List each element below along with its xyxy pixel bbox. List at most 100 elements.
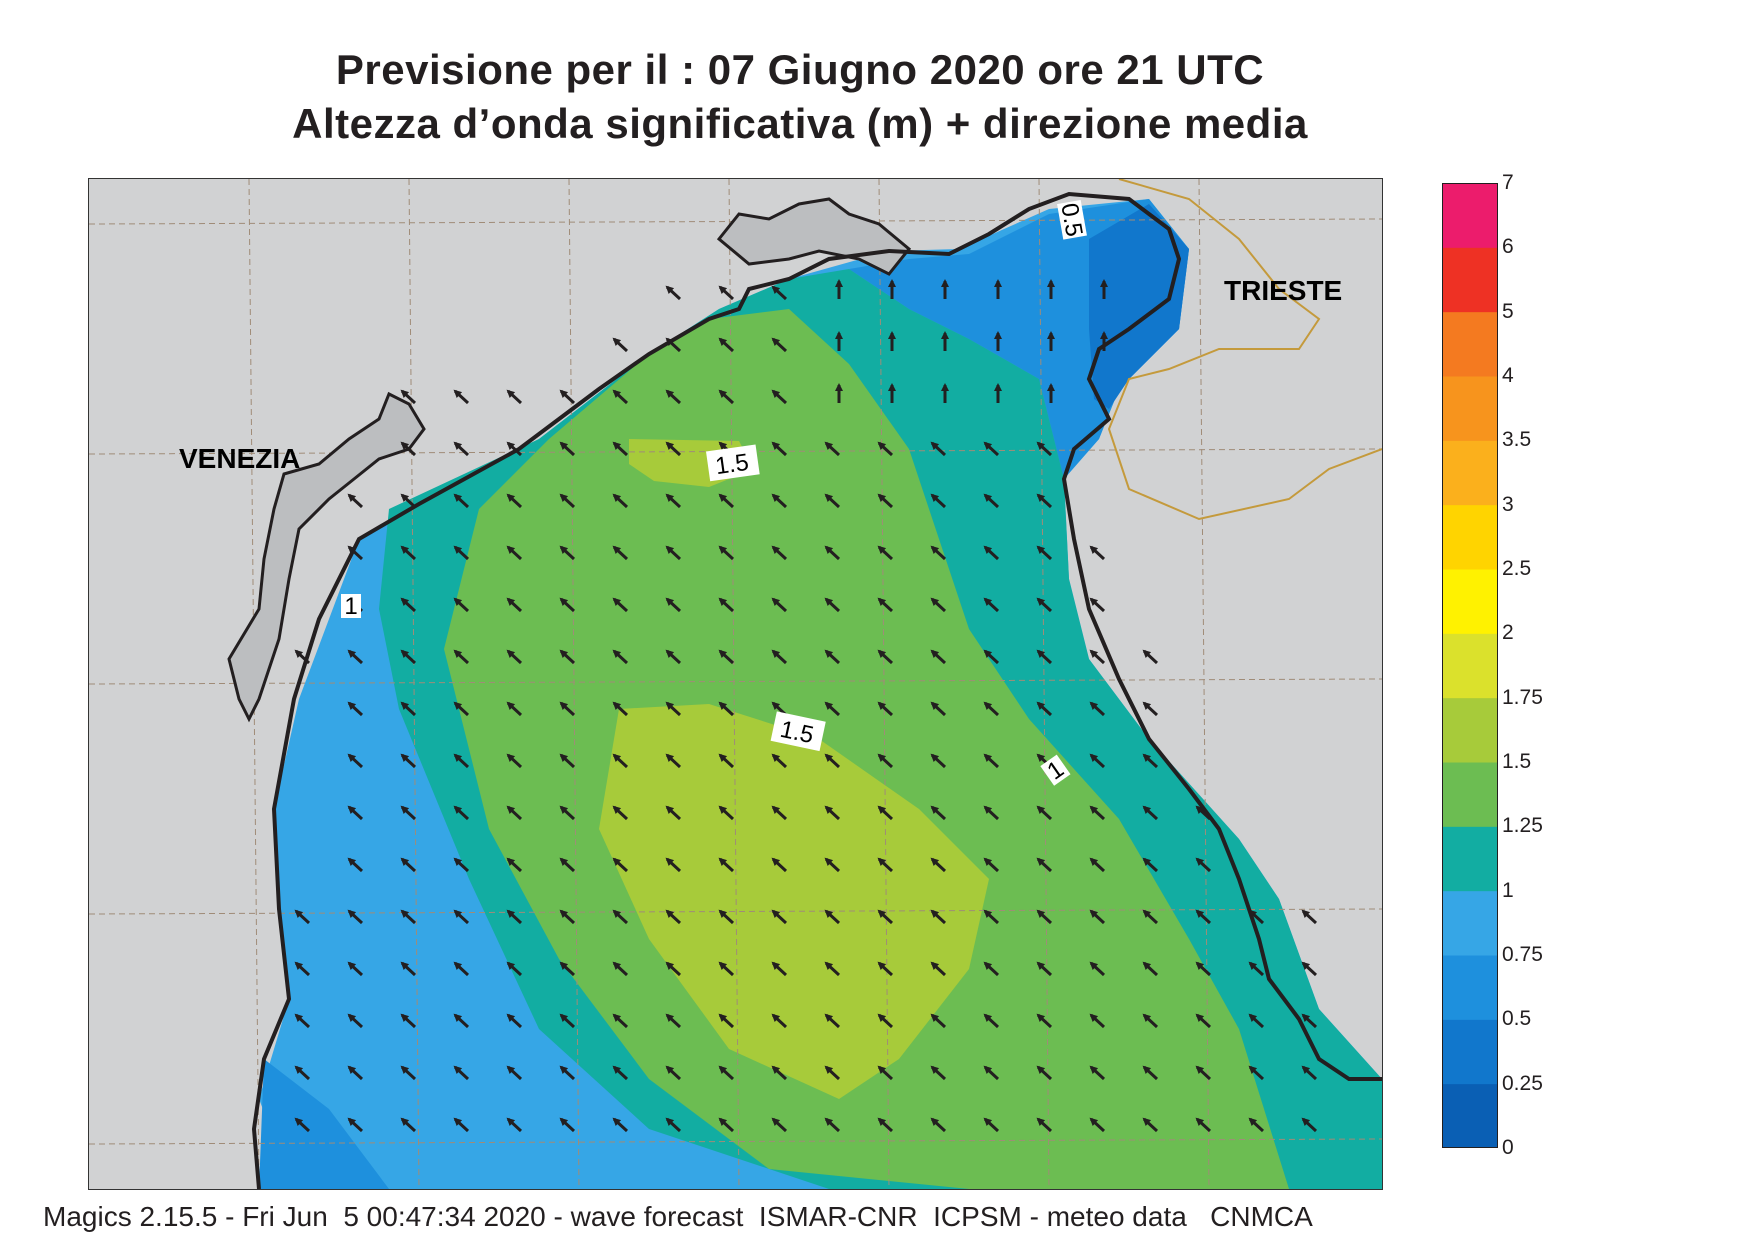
wave-direction-arrow — [506, 1117, 523, 1133]
wave-direction-arrow — [665, 909, 682, 925]
wave-direction-arrow — [1301, 909, 1318, 925]
wave-direction-arrow — [612, 649, 629, 665]
wave-direction-arrow — [665, 285, 682, 301]
wave-direction-arrow — [718, 337, 735, 353]
sea-band-bottom-dark — [259, 1059, 389, 1189]
wave-direction-arrow — [559, 1117, 576, 1133]
wave-direction-arrow — [506, 753, 523, 769]
wave-direction-arrow — [612, 1013, 629, 1029]
wave-direction-arrow — [1036, 597, 1053, 613]
meridian-line — [728, 179, 740, 1189]
wave-direction-arrow — [506, 857, 523, 873]
wave-direction-arrow — [824, 545, 841, 561]
wave-direction-arrow — [1142, 961, 1159, 977]
coastline — [251, 191, 1382, 1189]
wave-direction-arrow — [718, 909, 735, 925]
wave-direction-arrow — [506, 961, 523, 977]
wave-direction-arrow — [612, 961, 629, 977]
wave-direction-arrow — [453, 1065, 470, 1081]
wave-direction-arrow — [559, 857, 576, 873]
sea-band-150-south — [599, 704, 989, 1099]
wave-direction-arrow — [771, 909, 788, 925]
wave-direction-arrow — [718, 805, 735, 821]
wave-direction-arrow — [453, 909, 470, 925]
wave-direction-arrow — [559, 805, 576, 821]
sea-band-125 — [444, 309, 1289, 1189]
wave-direction-arrow — [347, 961, 364, 977]
wave-direction-arrow — [1036, 701, 1053, 717]
wave-direction-arrow — [665, 597, 682, 613]
wave-direction-arrow — [983, 961, 1000, 977]
wave-direction-arrow — [771, 1013, 788, 1029]
wave-direction-arrow — [559, 649, 576, 665]
forecast-subtitle: Altezza d’onda significativa (m) + direz… — [292, 100, 1308, 147]
wave-direction-arrow — [1036, 1117, 1053, 1133]
wave-direction-arrow — [1036, 649, 1053, 665]
wave-direction-arrow — [294, 961, 311, 977]
wave-direction-arrow — [453, 389, 470, 405]
wave-direction-arrow — [718, 597, 735, 613]
wave-direction-arrow — [400, 1065, 417, 1081]
wave-direction-arrow — [1142, 1013, 1159, 1029]
wave-direction-arrow — [400, 545, 417, 561]
wave-direction-arrow — [559, 389, 576, 405]
wave-direction-arrow — [665, 545, 682, 561]
wave-direction-arrow — [877, 545, 894, 561]
wave-direction-arrow — [453, 805, 470, 821]
colorbar-segment — [1442, 247, 1498, 313]
wave-direction-arrow — [453, 1117, 470, 1133]
wave-direction-arrow — [612, 1065, 629, 1081]
wave-direction-arrow — [453, 961, 470, 977]
wave-direction-arrow — [718, 857, 735, 873]
wave-direction-arrow — [347, 1117, 364, 1133]
wave-direction-arrow — [612, 597, 629, 613]
wave-direction-arrow — [559, 1065, 576, 1081]
wave-direction-arrow — [771, 805, 788, 821]
wave-direction-arrow — [347, 545, 364, 561]
wave-direction-arrow — [559, 545, 576, 561]
wave-direction-arrow — [824, 441, 841, 457]
wave-direction-arrow — [559, 597, 576, 613]
wave-direction-arrow — [930, 649, 947, 665]
colorbar-segment — [1442, 890, 1498, 956]
colorbar-segment — [1442, 826, 1498, 892]
wave-direction-arrow — [612, 909, 629, 925]
wave-direction-arrow — [1142, 1117, 1159, 1133]
wave-direction-arrow — [718, 961, 735, 977]
wave-direction-arrow — [1248, 1065, 1265, 1081]
wave-direction-arrow — [665, 337, 682, 353]
wave-direction-arrow — [453, 857, 470, 873]
wave-direction-arrow — [1195, 909, 1212, 925]
wave-direction-arrow — [506, 597, 523, 613]
wave-direction-arrow — [453, 649, 470, 665]
wave-direction-arrow — [665, 493, 682, 509]
wave-direction-arrow — [824, 857, 841, 873]
wave-direction-arrow — [824, 805, 841, 821]
wave-direction-arrow — [665, 441, 682, 457]
wave-direction-arrow — [771, 545, 788, 561]
wave-direction-arrow — [1301, 1065, 1318, 1081]
wave-direction-arrow — [718, 285, 735, 301]
colorbar-tick-label: 1.25 — [1502, 814, 1543, 838]
wave-direction-arrow — [771, 493, 788, 509]
wave-direction-arrow — [294, 1117, 311, 1133]
wave-direction-arrow — [771, 389, 788, 405]
wave-height-map[interactable]: 1.5 1.5 1 1 0.5 VENEZIA TRIESTE — [88, 178, 1383, 1190]
meridian-line — [1198, 179, 1210, 1189]
wave-direction-arrow — [665, 701, 682, 717]
wave-direction-arrow — [718, 545, 735, 561]
wave-direction-arrow — [1036, 909, 1053, 925]
wave-direction-arrow — [665, 649, 682, 665]
wave-direction-arrow — [1142, 857, 1159, 873]
colorbar-tick-label: 3.5 — [1502, 428, 1532, 452]
wave-direction-arrow — [665, 857, 682, 873]
wave-direction-arrow — [1301, 961, 1318, 977]
wave-direction-arrow — [771, 337, 788, 353]
wave-direction-arrow — [506, 909, 523, 925]
city-label-venezia: VENEZIA — [179, 443, 300, 474]
colorbar-segment — [1442, 376, 1498, 441]
wave-direction-arrow — [294, 1065, 311, 1081]
wave-direction-arrow — [824, 1117, 841, 1133]
wave-direction-arrow — [718, 701, 735, 717]
wave-direction-arrow — [824, 597, 841, 613]
